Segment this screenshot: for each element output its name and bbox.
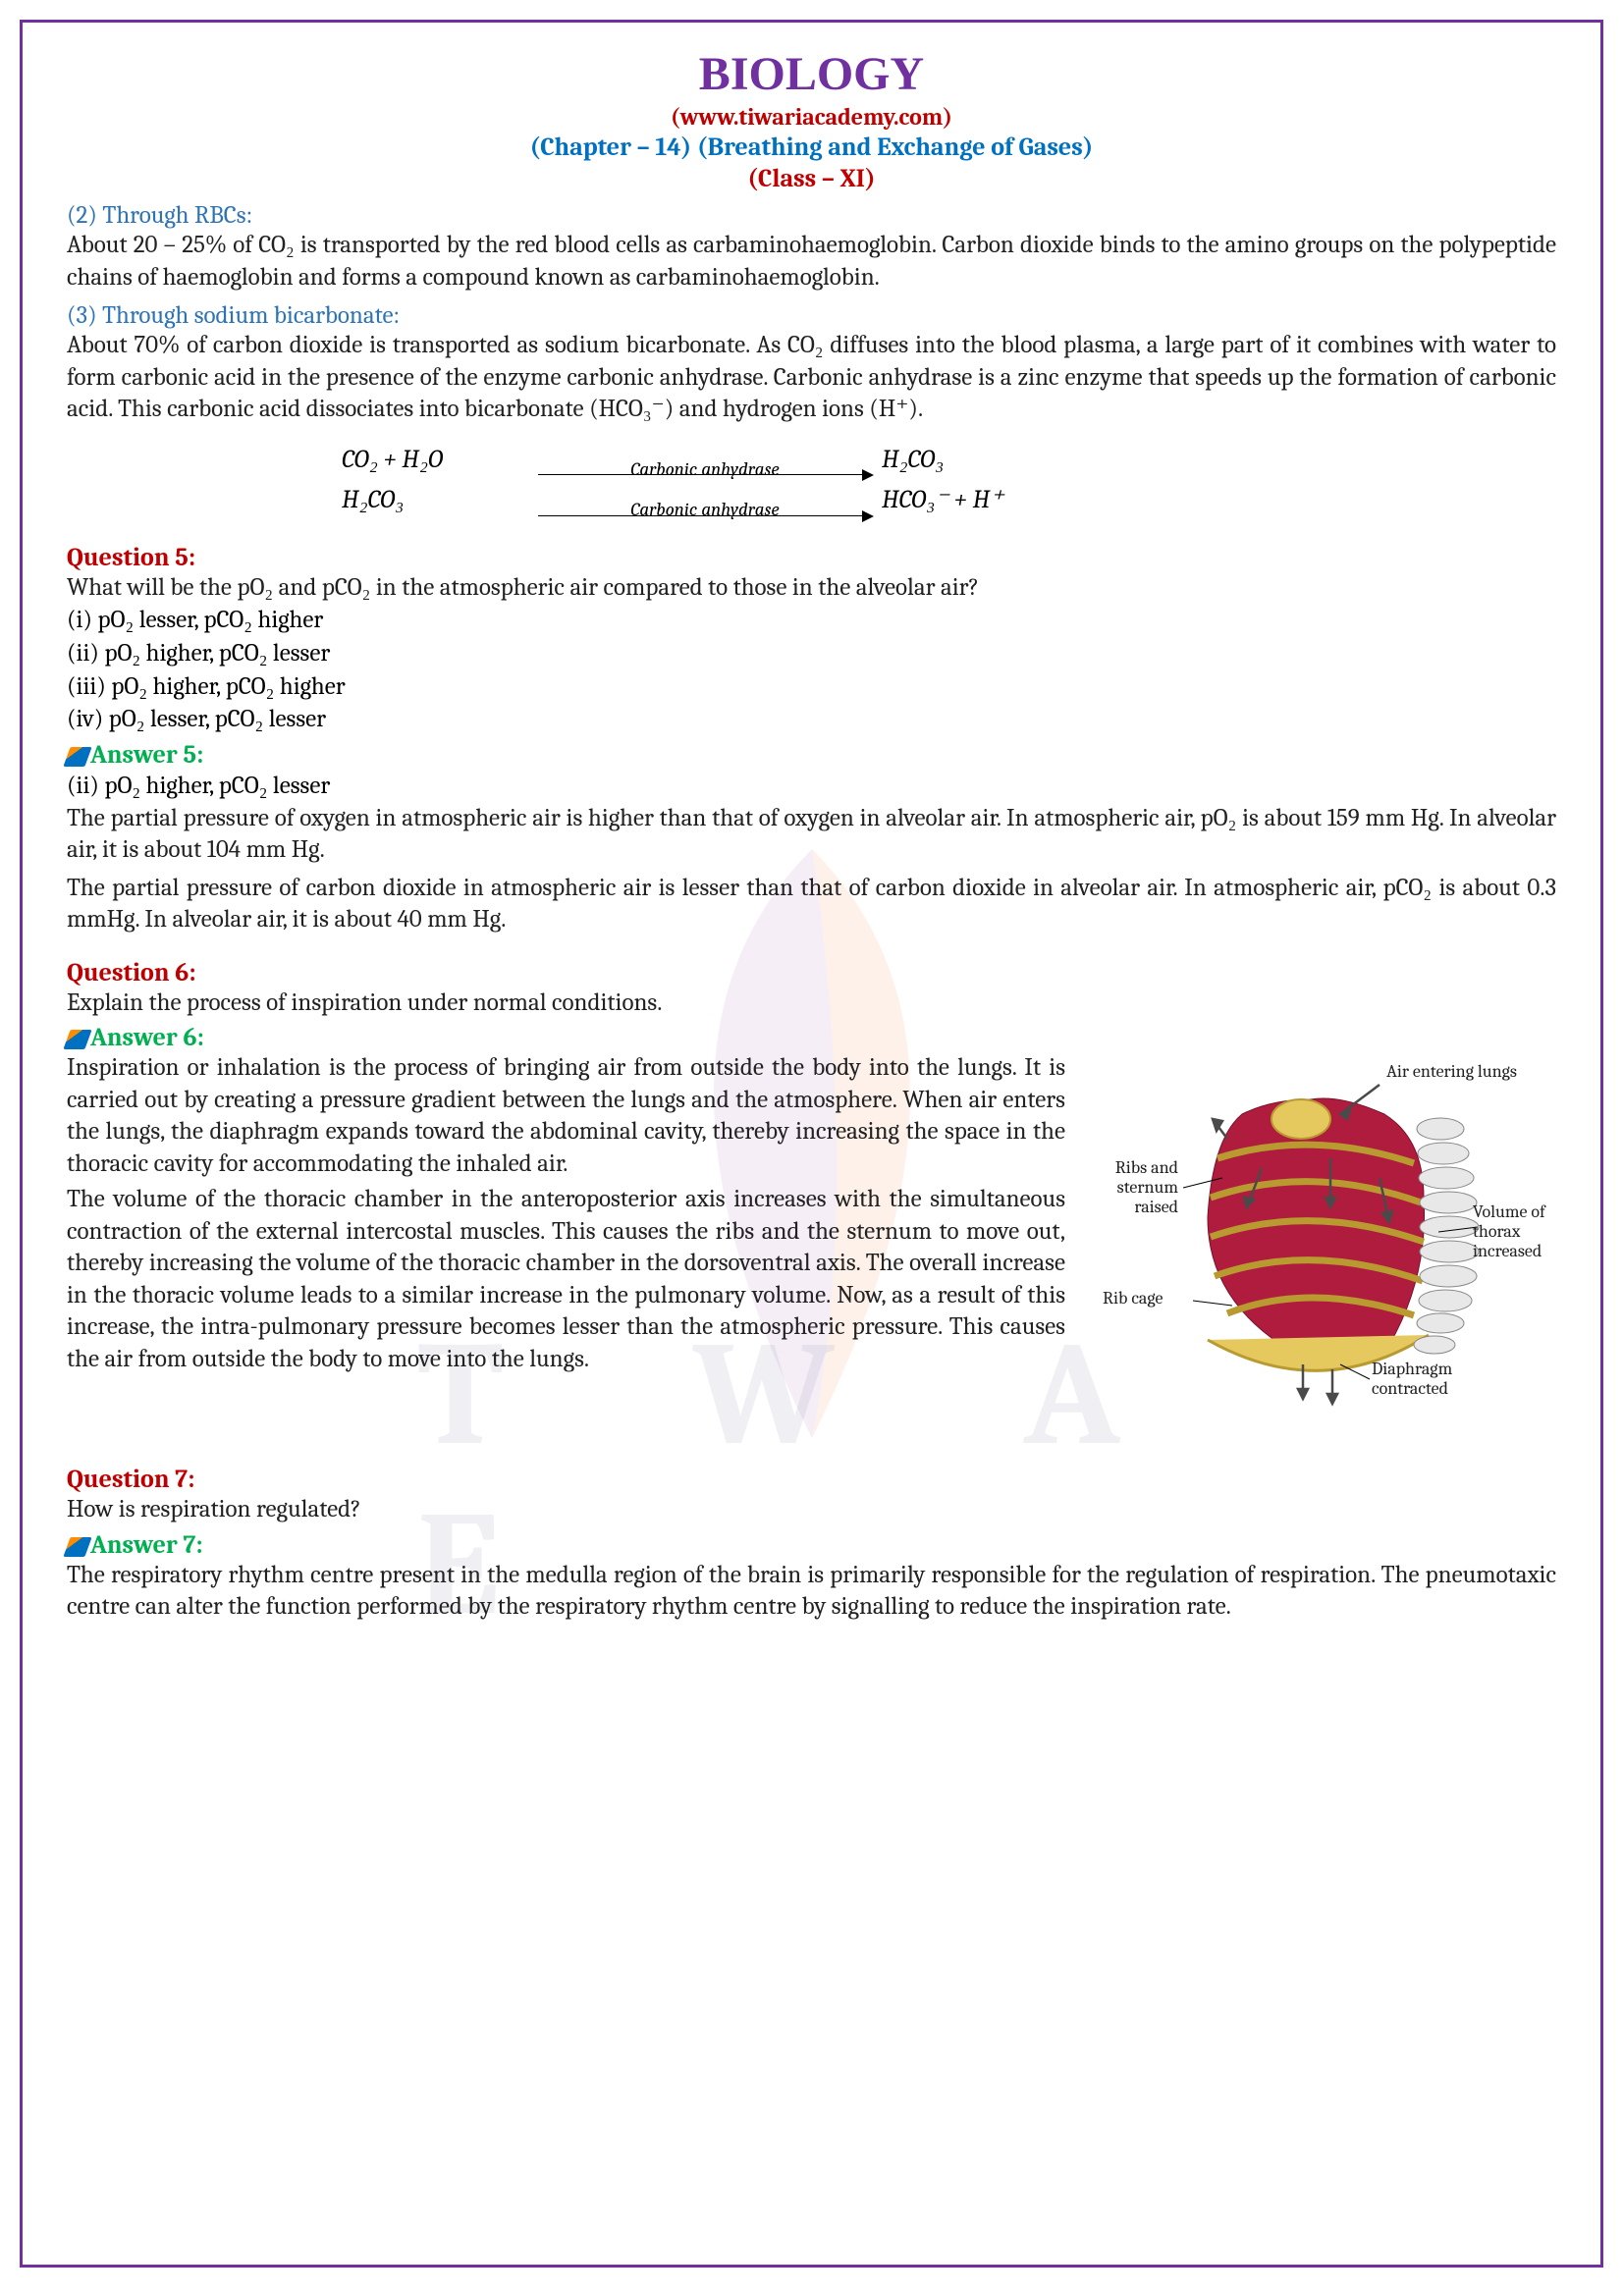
answer-5-p1: The partial pressure of oxygen in atmosp… [67,803,1556,867]
subheading-bicarbonate: (3) Through sodium bicarbonate: [67,301,1556,330]
diagram-label-ribs: Ribs and sternum raised [1085,1158,1178,1216]
eq1-product: H₂CO₃ [882,440,944,481]
diagram-label-ribcage: Rib cage [1103,1289,1163,1308]
pencil-icon [63,1030,91,1049]
answer-7-label: Answer 7: [67,1530,1556,1560]
inspiration-diagram: Air entering lungs Ribs and sternum rais… [1085,1060,1556,1433]
question-6-text: Explain the process of inspiration under… [67,988,1556,1020]
website-label: (www.tiwariacademy.com) [67,103,1556,131]
q5-option-2: (ii) pO₂ higher, pCO₂ lesser [67,637,1556,670]
chapter-label: (Chapter – 14) (Breathing and Exchange o… [67,133,1556,162]
diagram-label-volume: Volume of thorax increased [1473,1202,1556,1260]
eq2-product: HCO₃⁻ + H⁺ [882,480,1003,521]
question-5-label: Question 5: [67,543,1556,572]
answer-7-label-text: Answer 7: [90,1530,203,1560]
answer-6-label-text: Answer 6: [90,1023,204,1052]
answer-5-label-text: Answer 5: [90,740,203,770]
eq2-enzyme: Carbonic anhydrase [538,495,872,524]
eq1-reactant: CO₂ + H₂O [342,440,528,481]
q5-option-1: (i) pO₂ lesser, pCO₂ higher [67,604,1556,637]
answer-7-p1: The respiratory rhythm centre present in… [67,1560,1556,1624]
answer-6-label: Answer 6: [67,1023,1556,1052]
question-7-text: How is respiration regulated? [67,1494,1556,1526]
q5-option-4: (iv) pO₂ lesser, pCO₂ lesser [67,703,1556,736]
question-5-text: What will be the pO₂ and pCO₂ in the atm… [67,572,1556,605]
q5-option-3: (iii) pO₂ higher, pCO₂ higher [67,670,1556,704]
class-label: (Class – XI) [67,164,1556,193]
subheading-rbcs: (2) Through RBCs: [67,201,1556,230]
question-6-label: Question 6: [67,958,1556,988]
text-rbcs: About 20 – 25% of CO₂ is transported by … [67,230,1556,294]
equation-block: CO₂ + H₂O Carbonic anhydrase H₂CO₃ H₂CO₃… [67,440,1556,521]
text-bicarbonate: About 70% of carbon dioxide is transport… [67,330,1556,426]
diagram-label-diaphragm: Diaphragm contracted [1372,1360,1480,1399]
eq2-reactant: H₂CO₃ [342,480,528,521]
page-title: BIOLOGY [67,47,1556,101]
answer-5-choice: (ii) pO₂ higher, pCO₂ lesser [67,770,1556,803]
question-7-label: Question 7: [67,1465,1556,1494]
document-page: T W A E BIOLOGY (www.tiwariacademy.com) … [20,20,1603,2268]
eq1-enzyme: Carbonic anhydrase [538,454,872,484]
answer-5-label: Answer 5: [67,740,1556,770]
pencil-icon [63,747,91,767]
diagram-label-air: Air entering lungs [1386,1062,1517,1082]
answer-5-p2: The partial pressure of carbon dioxide i… [67,873,1556,936]
pencil-icon [63,1537,91,1557]
